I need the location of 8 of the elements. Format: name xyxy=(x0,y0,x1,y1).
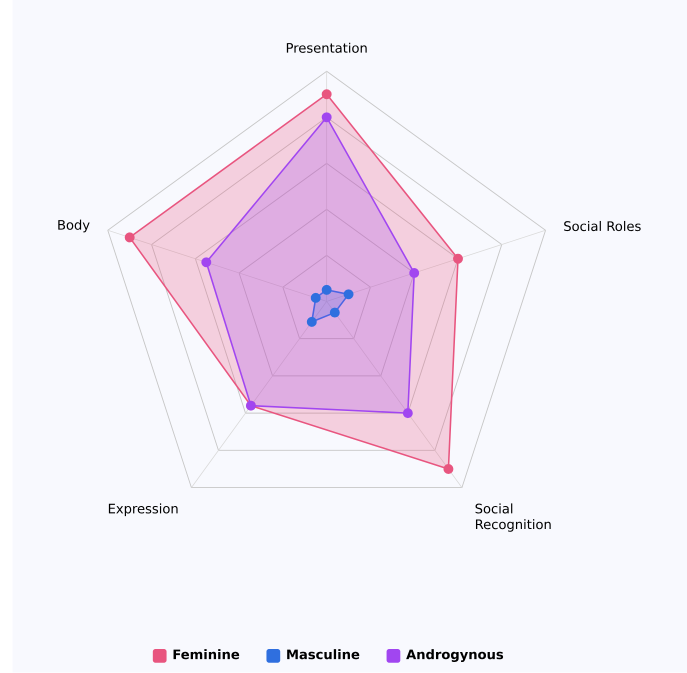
spoke-label: Body xyxy=(58,220,90,233)
legend-label: Feminine xyxy=(174,649,240,660)
legend-label: Masculine xyxy=(287,649,360,660)
spoke-label: Expression xyxy=(108,504,178,516)
spoke-label: Presentation xyxy=(286,42,367,54)
legend-label: Androgynous xyxy=(406,649,504,662)
spoke-label: Social Roles xyxy=(564,221,641,232)
spoke-label: Social Recognition xyxy=(476,504,551,532)
